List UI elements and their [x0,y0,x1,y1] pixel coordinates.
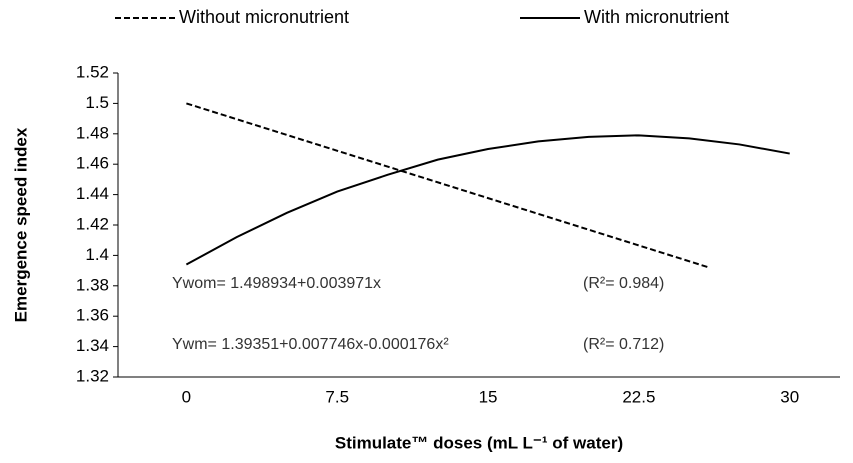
x-tick-label: 0 [182,387,191,406]
y-axis-title: Emergence speed index [11,127,30,322]
x-tick-label: 22.5 [622,387,655,406]
y-tick-label: 1.38 [76,275,109,294]
y-tick-label: 1.34 [76,336,109,355]
y-tick-label: 1.48 [76,123,109,142]
y-tick-label: 1.46 [76,154,109,173]
series-line [185,134,790,266]
y-tick-label: 1.4 [85,245,109,264]
y-tick-label: 1.52 [76,62,109,81]
x-tick-label: 7.5 [325,387,349,406]
annotation: Ywom= 1.498934+0.003971x [172,275,381,292]
legend-label: With micronutrient [584,7,729,27]
y-tick-label: 1.32 [76,366,109,385]
y-tick-label: 1.44 [76,184,109,203]
legend-label: Without micronutrient [179,7,349,27]
y-tick-label: 1.36 [76,306,109,325]
x-axis-title: Stimulate™ doses (mL L⁻¹ of water) [335,433,623,452]
annotation: (R²= 0.984) [583,275,664,292]
x-tick-label: 15 [479,387,498,406]
y-tick-label: 1.42 [76,214,109,233]
x-tick-label: 30 [780,387,799,406]
annotation: (R²= 0.712) [583,336,664,353]
y-tick-label: 1.5 [85,93,109,112]
series-line [186,102,710,269]
annotation: Ywm= 1.39351+0.007746x-0.000176x² [172,336,449,353]
